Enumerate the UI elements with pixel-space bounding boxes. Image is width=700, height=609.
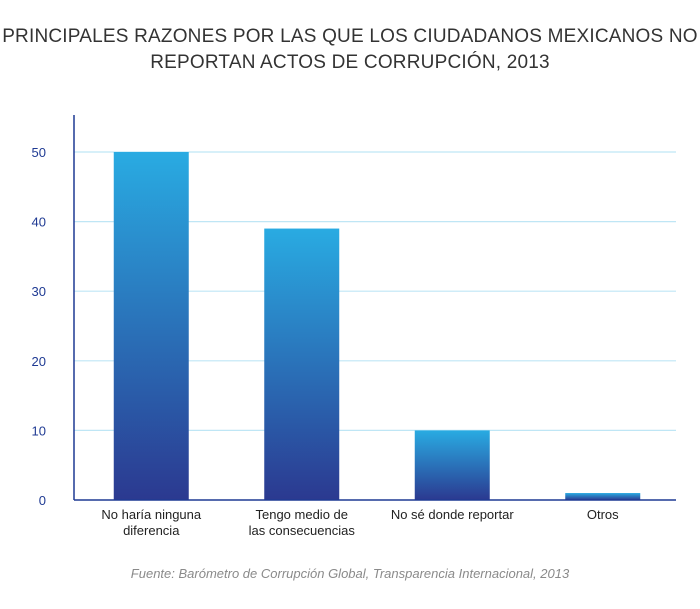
chart-title: PRINCIPALES RAZONES POR LAS QUE LOS CIUD… bbox=[0, 24, 700, 76]
x-category-label: las consecuencias bbox=[249, 523, 356, 538]
y-tick-label: 50 bbox=[32, 145, 46, 160]
x-category-label: No sé donde reportar bbox=[391, 507, 515, 522]
bars bbox=[113, 152, 641, 500]
bar-2 bbox=[414, 430, 490, 500]
chart-title-line-1: PRINCIPALES RAZONES POR LAS QUE LOS CIUD… bbox=[2, 26, 698, 47]
y-tick-label: 30 bbox=[32, 284, 46, 299]
x-category-label: diferencia bbox=[123, 523, 180, 538]
chart-title-line-2: REPORTAN ACTOS DE CORRUPCIÓN, 2013 bbox=[150, 52, 550, 73]
y-tick-label: 40 bbox=[32, 215, 46, 230]
bar-0 bbox=[113, 152, 189, 500]
y-tick-label: 10 bbox=[32, 423, 46, 438]
chart-source: Fuente: Barómetro de Corrupción Global, … bbox=[130, 566, 570, 581]
x-category-label: Otros bbox=[587, 507, 619, 522]
y-tick-label: 20 bbox=[32, 354, 46, 369]
axes bbox=[73, 115, 676, 501]
x-category-label: Tengo medio de bbox=[255, 507, 348, 522]
bar-3 bbox=[565, 493, 641, 500]
y-tick-label: 0 bbox=[39, 493, 46, 508]
x-category-label: No haría ninguna bbox=[101, 507, 202, 522]
bar-1 bbox=[264, 228, 340, 500]
